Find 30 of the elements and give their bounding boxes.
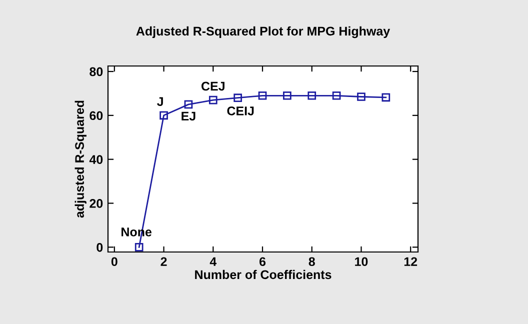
x-tick-label: 6 xyxy=(259,257,266,266)
point xyxy=(184,100,193,109)
chart-title: Adjusted R-Squared Plot for MPG Highway xyxy=(136,26,390,38)
point xyxy=(382,93,390,102)
point xyxy=(208,96,218,104)
point xyxy=(134,243,144,252)
x-axis-title: Number of Coefficients xyxy=(195,270,332,280)
point xyxy=(160,111,168,120)
x-tick-label: 10 xyxy=(355,257,368,266)
x-tick-label: 2 xyxy=(160,257,167,266)
annotation: EJ xyxy=(182,112,196,121)
point xyxy=(234,94,242,102)
y-axis-title: adjusted R-Squared xyxy=(74,100,86,218)
x-tick-label: 8 xyxy=(308,257,315,266)
y-tick-label: 40 xyxy=(89,155,103,164)
y-tick-label: 20 xyxy=(90,199,103,208)
annotation: CEJ xyxy=(202,82,224,91)
annotation: CEIJ xyxy=(227,106,254,116)
point xyxy=(308,91,316,100)
point xyxy=(258,91,267,100)
y-tick-label: 0 xyxy=(96,242,103,252)
x-tick-label: 0 xyxy=(111,257,118,266)
point xyxy=(283,91,292,100)
point xyxy=(357,92,366,101)
point xyxy=(332,91,341,100)
x-tick-label: 12 xyxy=(404,257,418,266)
y-tick-label: 80 xyxy=(90,67,103,76)
y-tick-label: 60 xyxy=(90,111,103,120)
x-tick-label: 4 xyxy=(210,257,217,266)
annotation: J xyxy=(157,97,163,106)
